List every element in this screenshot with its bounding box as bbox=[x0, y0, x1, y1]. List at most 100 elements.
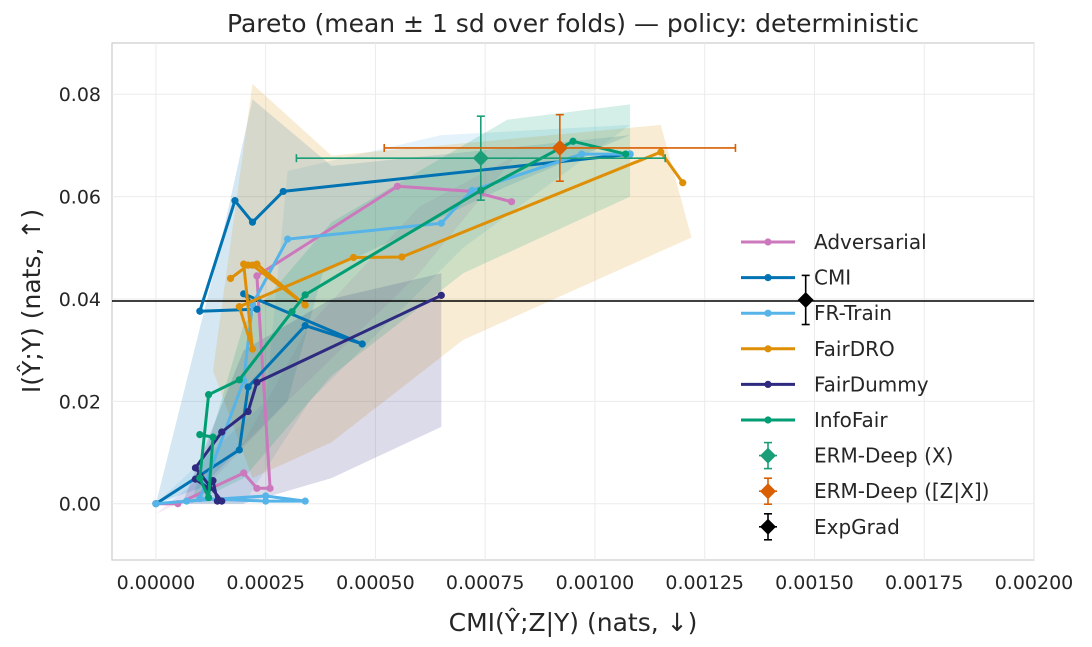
legend-label: FairDummy bbox=[814, 372, 929, 396]
legend-swatch-dot bbox=[764, 380, 772, 388]
point-cmi-9 bbox=[248, 218, 257, 226]
x-tick-label-4: 0.00100 bbox=[556, 572, 635, 594]
point-fairdro-3 bbox=[301, 301, 309, 309]
point-fairdummy-7 bbox=[218, 428, 226, 436]
y-tick-label-4: 0.08 bbox=[59, 84, 101, 106]
point-fairdummy-5 bbox=[218, 497, 226, 505]
x-tick-label-0: 0.00000 bbox=[117, 572, 196, 594]
legend-item-adversarial: Adversarial bbox=[741, 230, 927, 254]
point-fr-train-9 bbox=[437, 219, 445, 227]
point-fr-train-2 bbox=[262, 492, 270, 500]
errpoint-expgrad bbox=[797, 274, 814, 326]
legend-swatch-dot bbox=[764, 238, 772, 246]
errpoint-erm-deep-z-x- bbox=[383, 113, 737, 183]
point-adversarial-8 bbox=[507, 198, 516, 206]
legend-item-cmi: CMI bbox=[741, 266, 851, 290]
legend-swatch-dot bbox=[764, 416, 772, 424]
band-fr-train bbox=[155, 124, 631, 504]
point-fairdro-4 bbox=[248, 261, 257, 269]
point-cmi-7 bbox=[196, 307, 204, 315]
point-infofair-2 bbox=[204, 493, 213, 502]
y-tick-label-0: 0.00 bbox=[59, 494, 101, 516]
legend-diamond bbox=[760, 518, 776, 535]
series-lines bbox=[152, 137, 687, 508]
point-fr-train-8 bbox=[284, 235, 292, 243]
point-fairdro-10 bbox=[657, 148, 665, 156]
x-tick-label-3: 0.00075 bbox=[446, 572, 525, 594]
legend-item-fairdummy: FairDummy bbox=[741, 372, 929, 396]
point-adversarial-6 bbox=[393, 182, 401, 190]
point-fairdro-11 bbox=[679, 179, 687, 187]
point-adversarial-5 bbox=[253, 272, 261, 280]
legend: Adversarial CMI FR-Train FairDRO FairDummy In… bbox=[741, 230, 989, 541]
legend-label: FR-Train bbox=[814, 301, 892, 325]
point-fairdro-0 bbox=[226, 274, 235, 283]
legend-item-fairdro: FairDRO bbox=[741, 337, 895, 361]
legend-swatch-dot bbox=[764, 274, 772, 282]
legend-item-expgrad: ExpGrad bbox=[759, 512, 900, 541]
point-infofair-1 bbox=[209, 433, 217, 441]
point-fairdro-6 bbox=[248, 345, 257, 353]
point-infofair-6 bbox=[288, 308, 296, 316]
point-fairdummy-9 bbox=[253, 378, 261, 386]
point-adversarial-4 bbox=[266, 484, 274, 492]
legend-label: InfoFair bbox=[814, 408, 888, 432]
legend-swatch-dot bbox=[764, 309, 772, 317]
point-infofair-7 bbox=[301, 291, 309, 299]
y-axis-label: I(Ŷ;Y) (nats, ↑) bbox=[16, 209, 46, 393]
error-points bbox=[295, 113, 814, 326]
point-infofair-4 bbox=[204, 391, 213, 399]
legend-item-erm-deep-x-: ERM-Deep (X) bbox=[759, 441, 953, 470]
band-fairdummy bbox=[182, 273, 442, 504]
legend-label: ERM-Deep ([Z|X]) bbox=[814, 479, 989, 503]
legend-label: ERM-Deep (X) bbox=[814, 444, 953, 468]
errpoint-erm-deep-x- bbox=[295, 115, 667, 201]
point-fairdummy-10 bbox=[437, 291, 445, 299]
legend-item-fr-train: FR-Train bbox=[741, 301, 892, 325]
diamond-marker bbox=[472, 150, 489, 167]
point-cmi-4 bbox=[358, 340, 366, 348]
point-infofair-5 bbox=[235, 376, 243, 384]
point-cmi-3 bbox=[301, 321, 309, 330]
point-fairdummy-6 bbox=[191, 464, 200, 472]
legend-item-erm-deep-z-x-: ERM-Deep ([Z|X]) bbox=[759, 477, 989, 506]
band-infofair bbox=[191, 104, 631, 504]
chart-title: Pareto (mean ± 1 sd over folds) — policy… bbox=[227, 9, 919, 38]
legend-swatch-dot bbox=[764, 345, 772, 353]
point-fairdro-9 bbox=[398, 253, 406, 261]
point-cmi-10 bbox=[279, 187, 287, 196]
y-tick-label-3: 0.06 bbox=[59, 187, 101, 209]
point-fr-train-3 bbox=[301, 497, 309, 505]
diamond-marker bbox=[797, 291, 814, 308]
legend-label: CMI bbox=[814, 266, 851, 290]
x-tick-label-8: 0.00200 bbox=[995, 572, 1074, 594]
band-fairdro bbox=[213, 84, 692, 479]
point-cmi-2 bbox=[244, 383, 252, 391]
legend-label: FairDRO bbox=[814, 337, 895, 361]
point-infofair-10 bbox=[622, 150, 630, 158]
y-tick-label-2: 0.04 bbox=[59, 289, 101, 311]
legend-diamond bbox=[760, 447, 776, 464]
point-infofair-0 bbox=[196, 430, 204, 439]
sd-bands bbox=[155, 84, 692, 514]
legend-label: Adversarial bbox=[814, 230, 927, 254]
legend-diamond bbox=[760, 483, 776, 500]
legend-label: ExpGrad bbox=[814, 515, 900, 539]
point-adversarial-2 bbox=[240, 469, 248, 477]
y-tick-label-1: 0.02 bbox=[59, 391, 101, 413]
legend-item-infofair: InfoFair bbox=[741, 408, 888, 432]
point-fairdro-5 bbox=[240, 260, 248, 268]
point-fairdro-7 bbox=[235, 303, 243, 311]
point-fr-train-11 bbox=[578, 150, 586, 158]
point-cmi-6 bbox=[253, 305, 261, 313]
point-infofair-3 bbox=[196, 474, 204, 482]
point-cmi-8 bbox=[231, 197, 239, 205]
point-adversarial-3 bbox=[253, 484, 261, 492]
point-cmi-1 bbox=[235, 446, 243, 454]
point-fairdummy-8 bbox=[244, 407, 252, 416]
point-infofair-9 bbox=[569, 137, 577, 145]
point-fr-train-4 bbox=[262, 497, 270, 505]
point-fr-train-5 bbox=[196, 494, 204, 503]
x-ticks: 0.00000 0.00025 0.00050 0.00075 0.00100 0.001… bbox=[117, 572, 1074, 594]
